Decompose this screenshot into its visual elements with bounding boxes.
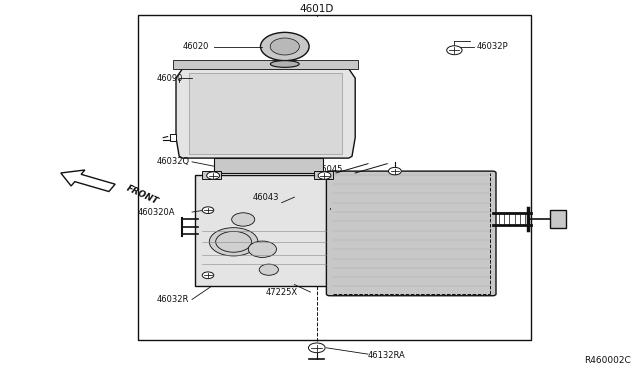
Circle shape bbox=[447, 46, 462, 55]
Ellipse shape bbox=[271, 61, 300, 67]
Polygon shape bbox=[195, 175, 330, 286]
Circle shape bbox=[318, 172, 331, 179]
Text: 46032P: 46032P bbox=[477, 42, 508, 51]
Circle shape bbox=[270, 38, 300, 55]
Circle shape bbox=[202, 272, 214, 279]
Circle shape bbox=[216, 231, 252, 252]
Polygon shape bbox=[189, 73, 342, 154]
Polygon shape bbox=[170, 134, 176, 141]
Circle shape bbox=[248, 241, 276, 257]
Text: 46020: 46020 bbox=[182, 42, 209, 51]
Circle shape bbox=[209, 228, 258, 256]
Polygon shape bbox=[214, 158, 323, 173]
Polygon shape bbox=[176, 69, 355, 158]
Circle shape bbox=[388, 167, 401, 175]
Circle shape bbox=[308, 343, 325, 353]
Text: 46090: 46090 bbox=[157, 74, 183, 83]
Text: 460320A: 460320A bbox=[138, 208, 175, 217]
Text: 4601D: 4601D bbox=[300, 4, 334, 14]
FancyBboxPatch shape bbox=[326, 171, 496, 296]
Polygon shape bbox=[550, 210, 566, 228]
Bar bbox=[202, 171, 221, 179]
Text: FRONT: FRONT bbox=[125, 184, 159, 206]
Circle shape bbox=[232, 213, 255, 226]
Text: 46043: 46043 bbox=[253, 193, 279, 202]
Text: 46032R: 46032R bbox=[157, 295, 189, 304]
FancyArrow shape bbox=[61, 170, 115, 192]
Circle shape bbox=[260, 32, 309, 61]
Circle shape bbox=[202, 207, 214, 214]
Bar bbox=[314, 171, 333, 179]
Text: R460002C: R460002C bbox=[584, 356, 630, 365]
Text: 46045: 46045 bbox=[317, 165, 343, 174]
Text: 47225X: 47225X bbox=[266, 288, 298, 296]
Text: 46132RA: 46132RA bbox=[368, 351, 406, 360]
Text: 46032Q: 46032Q bbox=[157, 157, 190, 166]
Bar bbox=[173, 60, 358, 69]
Circle shape bbox=[207, 172, 220, 179]
Bar bbox=[138, 15, 531, 340]
Circle shape bbox=[259, 264, 278, 275]
